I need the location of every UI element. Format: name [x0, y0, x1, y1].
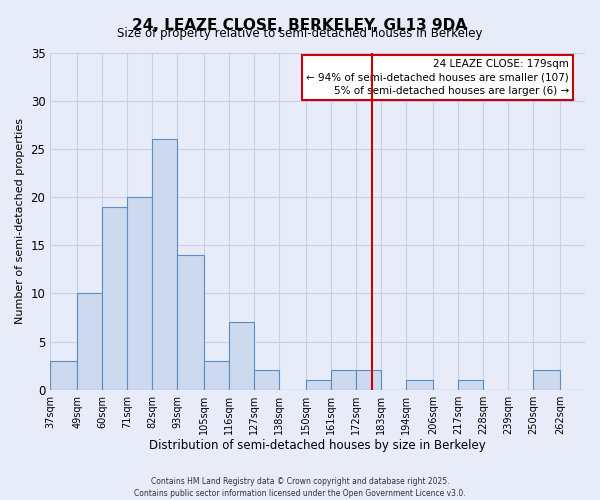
- Bar: [127, 197, 152, 390]
- Bar: [50, 361, 77, 390]
- Bar: [254, 370, 279, 390]
- Bar: [177, 255, 205, 390]
- Bar: [406, 380, 433, 390]
- Bar: [103, 206, 127, 390]
- Bar: [307, 380, 331, 390]
- Bar: [152, 139, 177, 390]
- Text: 24, LEAZE CLOSE, BERKELEY, GL13 9DA: 24, LEAZE CLOSE, BERKELEY, GL13 9DA: [133, 18, 467, 32]
- X-axis label: Distribution of semi-detached houses by size in Berkeley: Distribution of semi-detached houses by …: [149, 440, 486, 452]
- Bar: [229, 322, 254, 390]
- Bar: [356, 370, 381, 390]
- Text: 24 LEAZE CLOSE: 179sqm
← 94% of semi-detached houses are smaller (107)
5% of sem: 24 LEAZE CLOSE: 179sqm ← 94% of semi-det…: [306, 59, 569, 96]
- Bar: [458, 380, 483, 390]
- Text: Size of property relative to semi-detached houses in Berkeley: Size of property relative to semi-detach…: [117, 28, 483, 40]
- Text: Contains HM Land Registry data © Crown copyright and database right 2025.
Contai: Contains HM Land Registry data © Crown c…: [134, 476, 466, 498]
- Y-axis label: Number of semi-detached properties: Number of semi-detached properties: [15, 118, 25, 324]
- Bar: [533, 370, 560, 390]
- Bar: [77, 294, 103, 390]
- Bar: [205, 361, 229, 390]
- Bar: [331, 370, 356, 390]
